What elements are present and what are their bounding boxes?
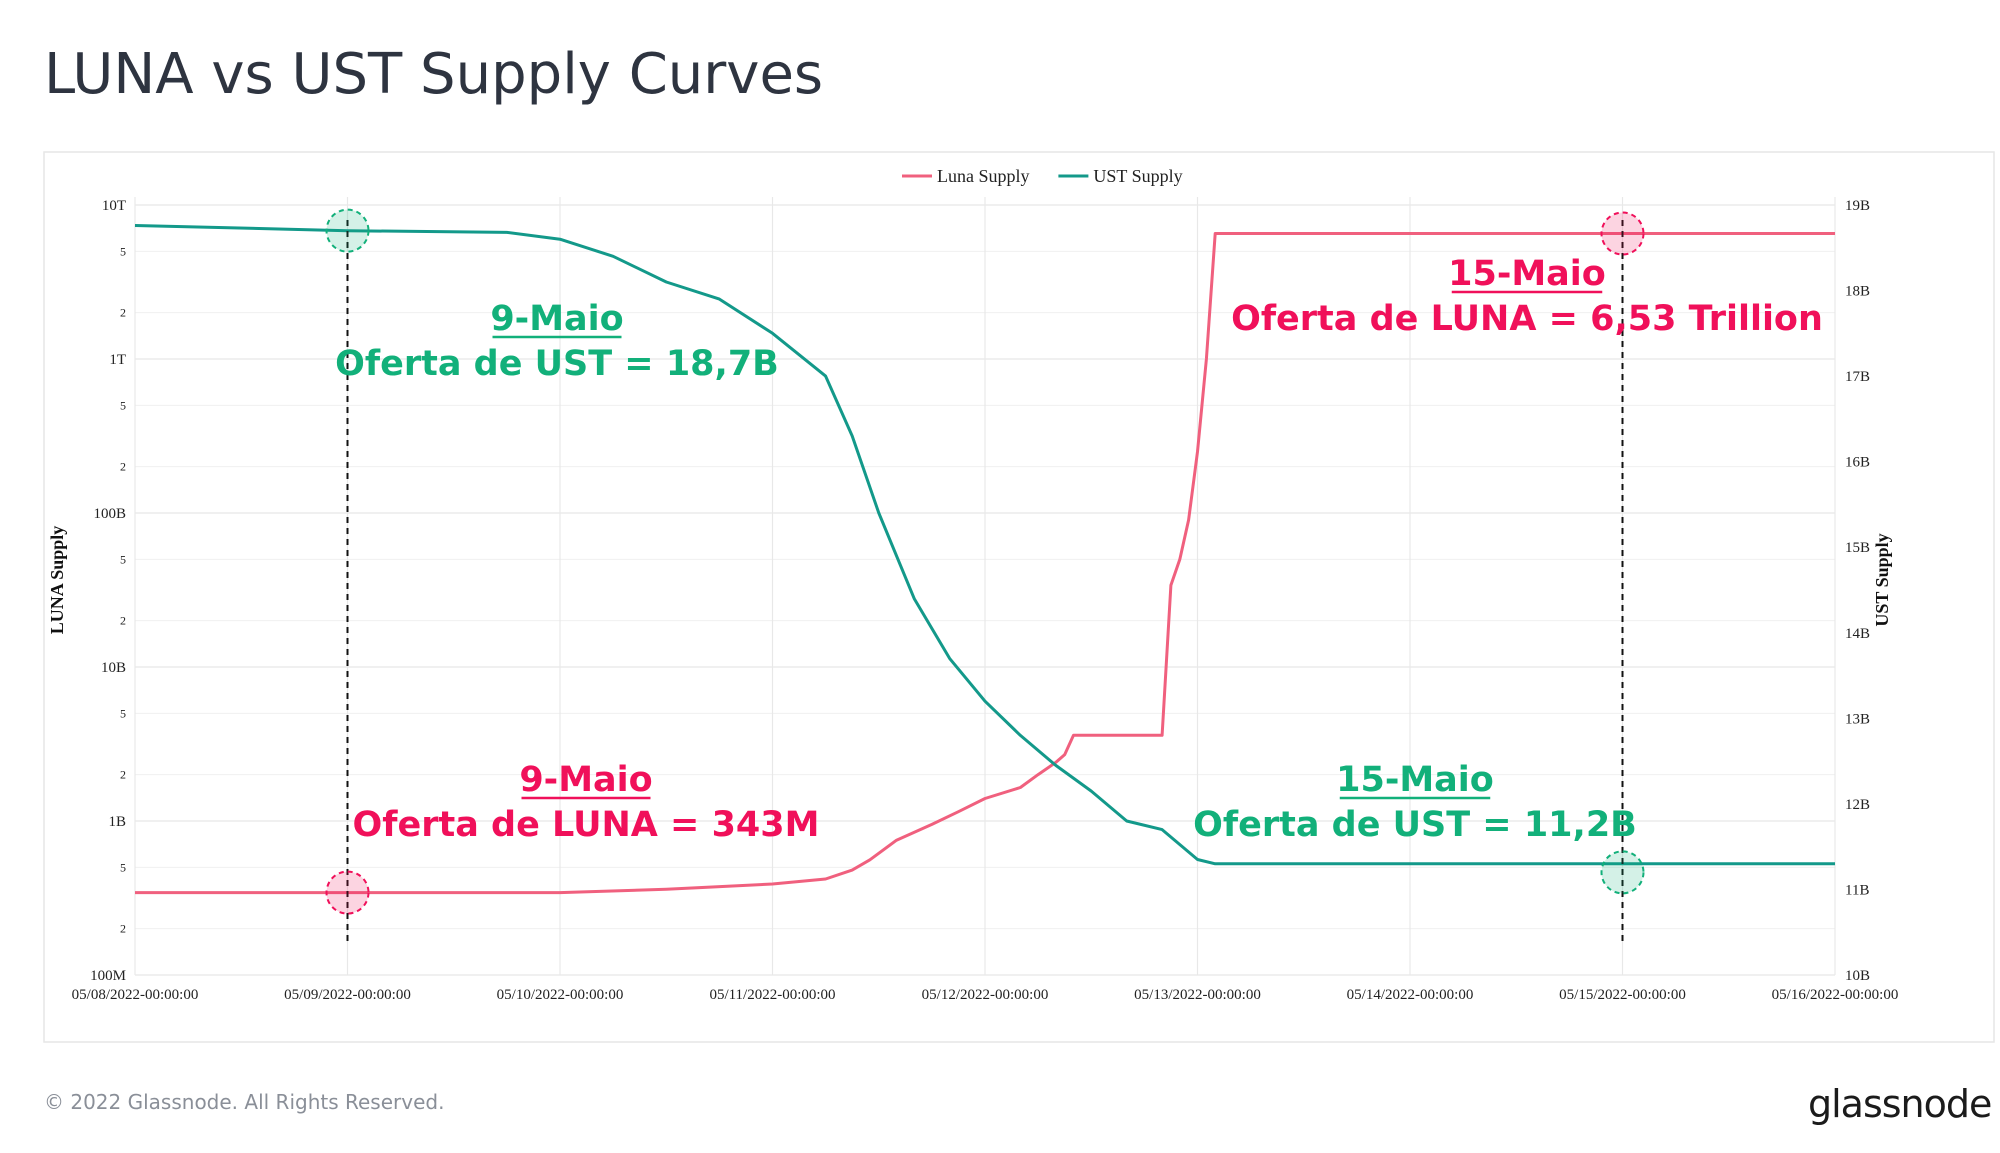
annotation-text: Oferta de UST = 18,7B (335, 344, 779, 384)
y-left-minor-tick-label: 5 (120, 398, 126, 412)
x-tick-label: 05/15/2022-00:00:00 (1559, 987, 1686, 1003)
y-left-tick-label: 10B (101, 660, 126, 676)
y-axis-left-title: LUNA Supply (47, 526, 67, 635)
y-right-tick-label: 10B (1845, 968, 1870, 984)
y-right-tick-label: 12B (1845, 797, 1870, 813)
y-left-minor-tick-label: 2 (120, 614, 126, 628)
x-tick-label: 05/13/2022-00:00:00 (1134, 987, 1261, 1003)
y-left-minor-tick-label: 2 (120, 768, 126, 782)
annotation-group: 9-Maio Oferta de LUNA = 343M (353, 760, 820, 845)
y-left-minor-tick-label: 2 (120, 460, 126, 474)
legend-item: UST Supply (1093, 166, 1182, 186)
y-right-tick-label: 19B (1845, 198, 1870, 214)
luna-supply-line (135, 232, 1835, 895)
brand-logo: glassnode (1808, 1082, 1992, 1126)
annotation-text: Oferta de UST = 11,2B (1193, 805, 1637, 845)
y-left-minor-tick-label: 2 (120, 922, 126, 936)
x-tick-label: 05/10/2022-00:00:00 (497, 987, 624, 1003)
x-tick-label: 05/09/2022-00:00:00 (284, 987, 411, 1003)
chart-legend: Luna Supply UST Supply (902, 166, 1183, 186)
y-left-tick-label: 10T (102, 198, 126, 214)
annotation-group: 9-Maio Oferta de UST = 18,7B (335, 299, 779, 384)
y-left-minor-tick-label: 5 (120, 860, 126, 874)
annotation-marker (325, 208, 370, 253)
y-left-tick-label: 100B (93, 506, 126, 522)
y-right-tick-label: 15B (1845, 540, 1870, 556)
x-tick-label: 05/14/2022-00:00:00 (1347, 987, 1474, 1003)
y-right-tick-label: 13B (1845, 711, 1870, 727)
y-right-tick-label: 17B (1845, 369, 1870, 385)
annotation-date: 15-Maio (1448, 254, 1606, 294)
annotation-markers (325, 208, 1645, 945)
y-left-minor-tick-label: 2 (120, 306, 126, 320)
ust-supply-line (134, 224, 1835, 866)
x-tick-label: 05/08/2022-00:00:00 (72, 987, 199, 1003)
y-right-tick-label: 16B (1845, 455, 1870, 471)
legend-item: Luna Supply (937, 166, 1030, 186)
copyright-footer: © 2022 Glassnode. All Rights Reserved. (44, 1090, 445, 1114)
annotation-text: Oferta de LUNA = 6,53 Trillion (1231, 299, 1823, 339)
y-left-minor-tick-label: 5 (120, 706, 126, 720)
chart-frame (43, 151, 1995, 1043)
y-left-minor-tick-label: 5 (120, 552, 126, 566)
y-right-tick-label: 18B (1845, 284, 1870, 300)
y-right-tick-label: 11B (1845, 882, 1869, 898)
y-left-tick-label: 1T (109, 352, 126, 368)
page-title: LUNA vs UST Supply Curves (44, 42, 824, 107)
y-axis-right-title: UST Supply (1872, 533, 1892, 626)
x-axis: 05/08/2022-00:00:00 05/09/2022-00:00:00 05… (72, 987, 1899, 1003)
annotation-labels: 9-Maio Oferta de UST = 18,7B 9-Maio Oferta … (335, 254, 1823, 845)
annotation-date: 9-Maio (519, 760, 652, 800)
y-left-tick-label: 1B (108, 814, 126, 830)
annotation-text: Oferta de LUNA = 343M (353, 805, 820, 845)
x-tick-label: 05/12/2022-00:00:00 (922, 987, 1049, 1003)
y-axis-right: 10B 11B 12B 13B 14B 15B 16B 17B 18B 19B (1845, 198, 1870, 984)
annotation-date: 9-Maio (490, 299, 623, 339)
y-left-tick-label: 100M (90, 968, 126, 984)
y-axis-left: 100M 2 5 1B 2 5 10B 2 5 100B 2 5 1T 2 5 10T (90, 198, 126, 984)
annotation-date: 15-Maio (1336, 760, 1494, 800)
annotation-marker (325, 870, 370, 915)
annotation-marker (1600, 850, 1645, 895)
series-lines (134, 224, 1835, 895)
annotation-group: 15-Maio Oferta de LUNA = 6,53 Trillion (1231, 254, 1823, 339)
y-right-tick-label: 14B (1845, 626, 1870, 642)
x-tick-label: 05/16/2022-00:00:00 (1772, 987, 1899, 1003)
annotation-group: 15-Maio Oferta de UST = 11,2B (1193, 760, 1637, 845)
x-tick-label: 05/11/2022-00:00:00 (709, 987, 835, 1003)
y-left-minor-tick-label: 5 (120, 244, 126, 258)
annotation-marker (1600, 211, 1645, 256)
chart-grid (134, 197, 1836, 976)
